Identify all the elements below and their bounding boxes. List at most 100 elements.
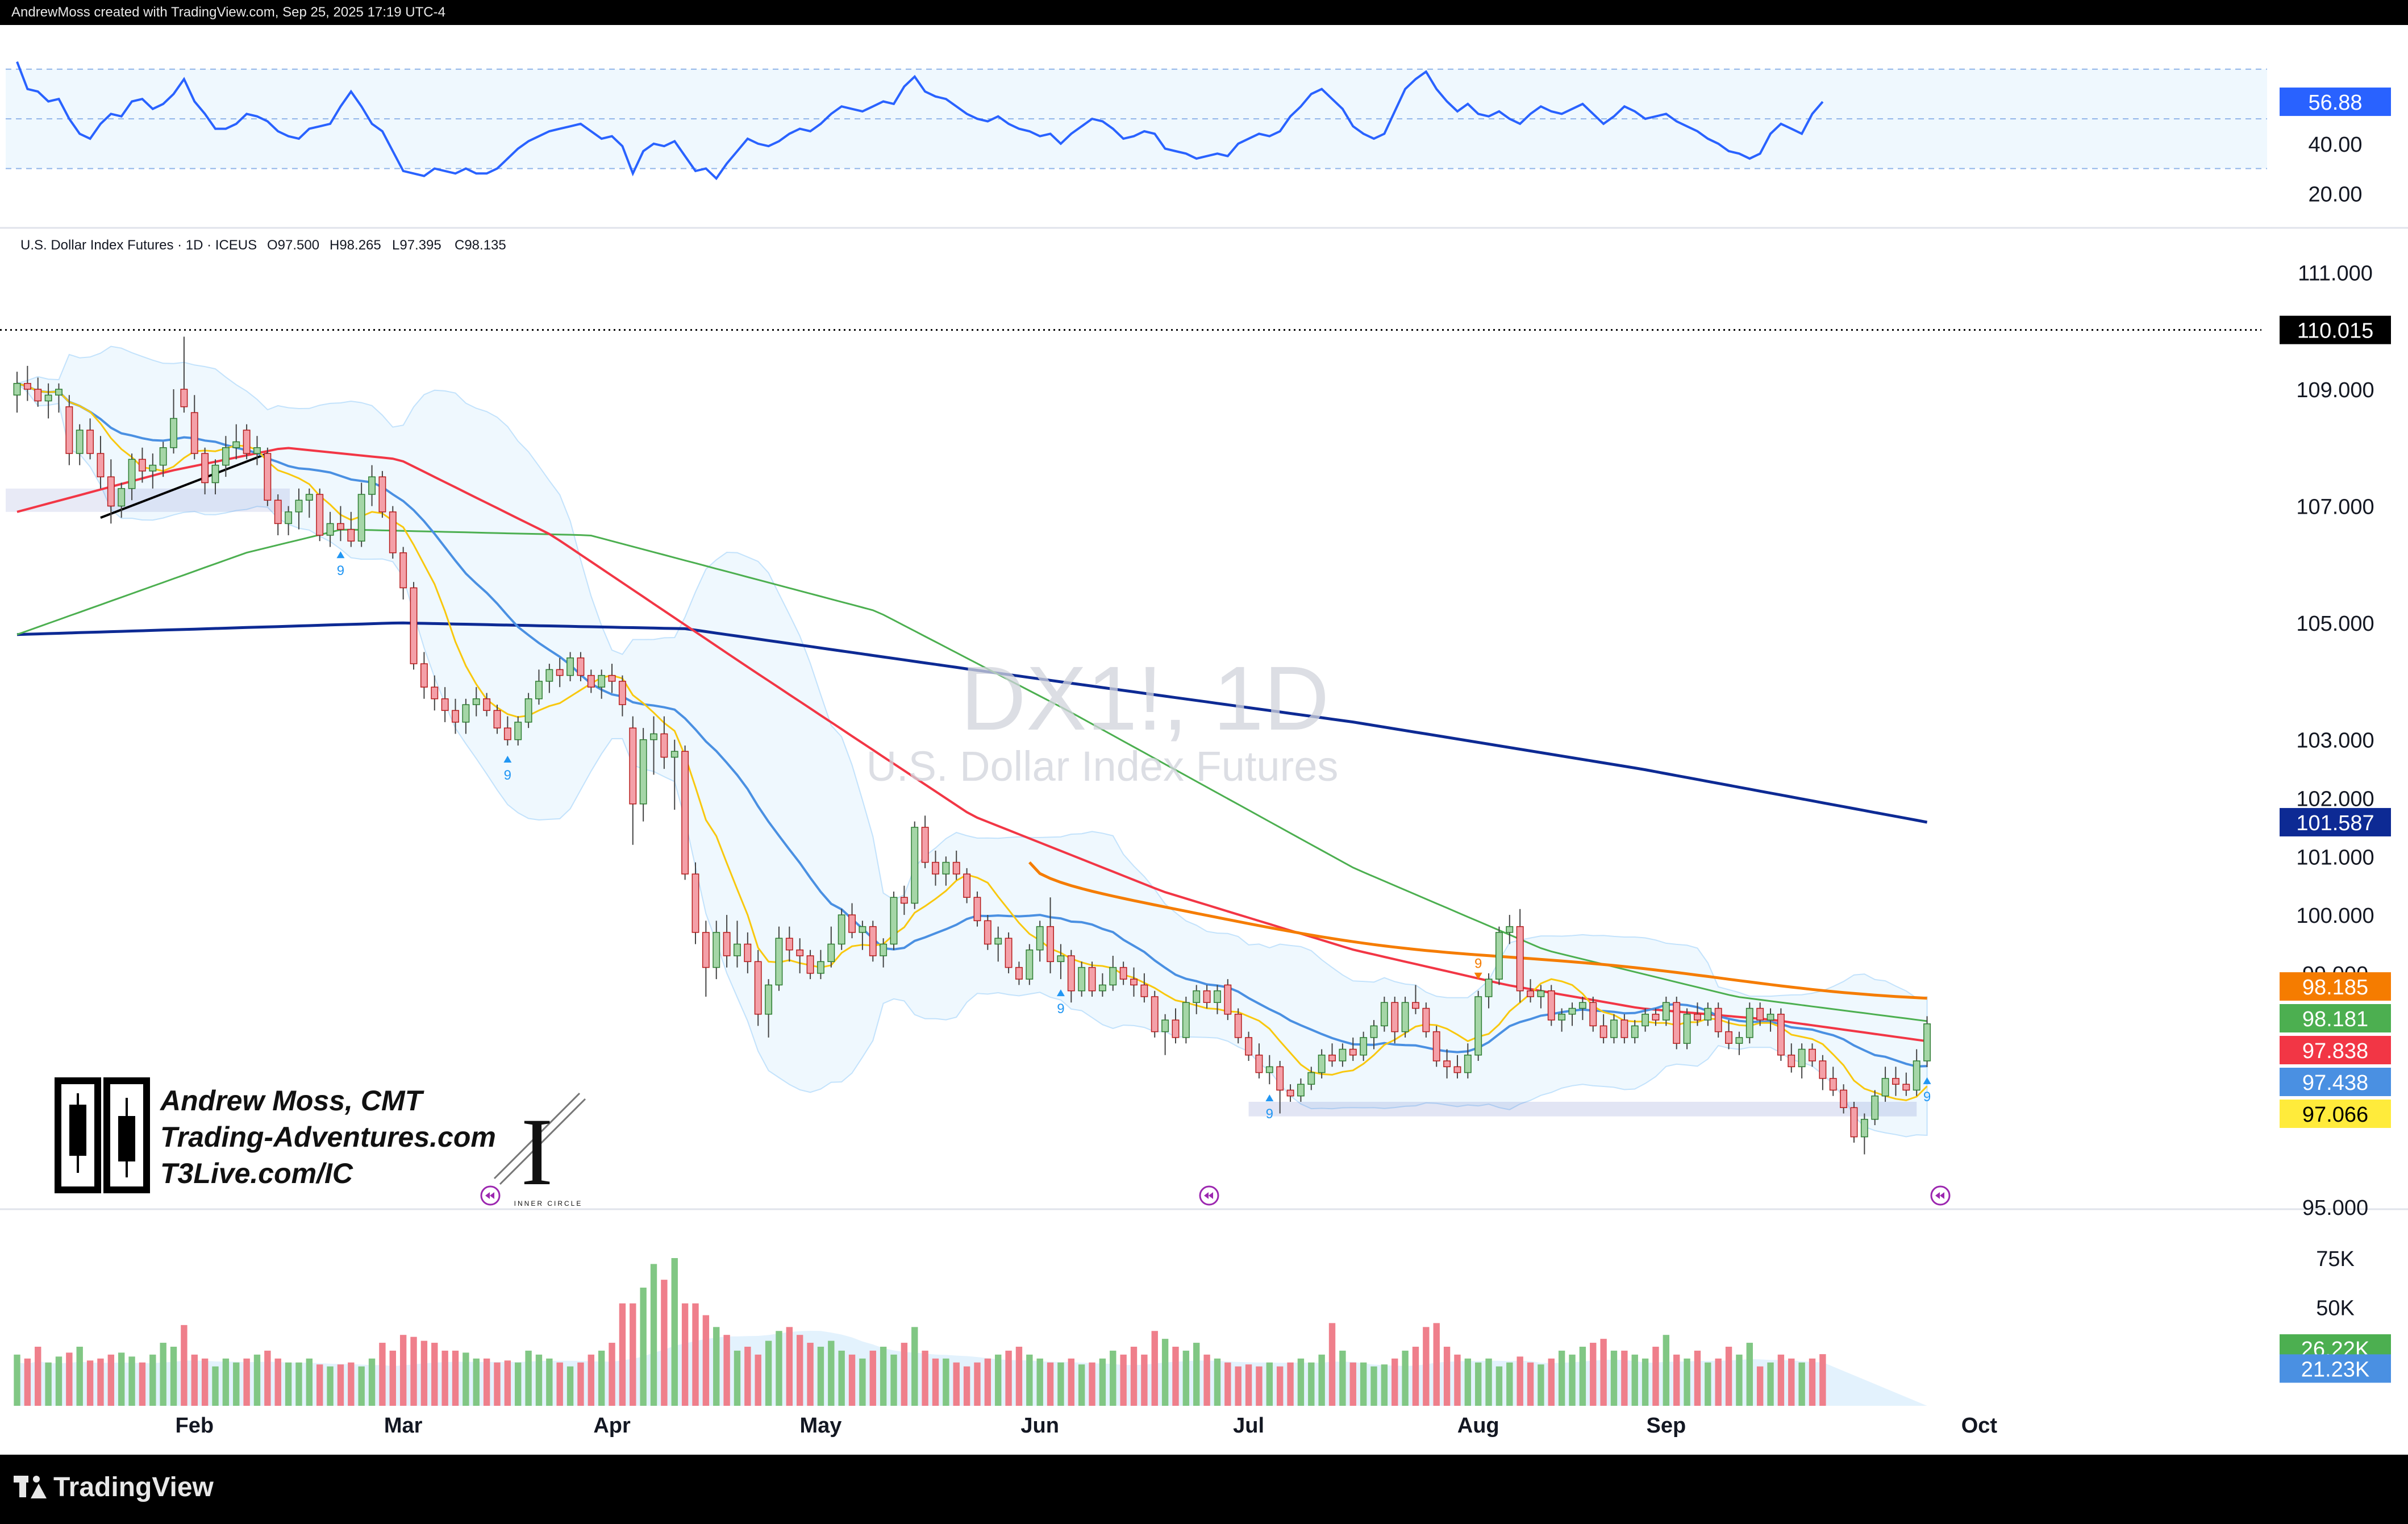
candle[interactable] (452, 698, 459, 734)
candle[interactable] (1662, 996, 1670, 1026)
candle[interactable] (1892, 1067, 1899, 1096)
candle[interactable] (524, 693, 532, 728)
candle[interactable] (1255, 1043, 1263, 1079)
candle[interactable] (243, 424, 251, 460)
candle[interactable] (859, 921, 866, 950)
candle[interactable] (1704, 1002, 1712, 1026)
candle[interactable] (1307, 1067, 1315, 1090)
candle[interactable] (1047, 897, 1054, 973)
candle[interactable] (556, 657, 564, 688)
candle[interactable] (420, 652, 428, 699)
candle[interactable] (1370, 1020, 1378, 1050)
candle[interactable] (1840, 1084, 1848, 1114)
candle[interactable] (1380, 996, 1388, 1032)
candle[interactable] (1130, 967, 1138, 997)
candle[interactable] (587, 669, 595, 693)
candle[interactable] (1422, 1002, 1430, 1038)
candle[interactable] (1913, 1049, 1920, 1096)
candle[interactable] (1923, 1016, 1931, 1067)
candle[interactable] (13, 372, 21, 413)
candle[interactable] (1057, 944, 1065, 980)
candle[interactable] (1015, 961, 1023, 985)
candle[interactable] (1453, 1055, 1461, 1079)
candle[interactable] (23, 365, 31, 401)
candle[interactable] (1360, 1031, 1368, 1061)
candle[interactable] (357, 482, 365, 547)
candle[interactable] (118, 482, 126, 518)
candle[interactable] (1495, 926, 1503, 985)
candle[interactable] (838, 909, 845, 950)
candle[interactable] (1631, 1020, 1639, 1044)
candle[interactable] (1265, 1055, 1273, 1085)
candle[interactable] (545, 664, 553, 693)
candle[interactable] (1349, 1037, 1357, 1061)
candle[interactable] (670, 739, 678, 810)
candle[interactable] (618, 675, 626, 717)
candle[interactable] (921, 815, 929, 868)
candle[interactable] (577, 652, 585, 681)
candle[interactable] (984, 915, 991, 950)
candle[interactable] (1578, 996, 1586, 1021)
candle[interactable] (305, 488, 313, 518)
candle[interactable] (1026, 944, 1034, 985)
candle[interactable] (963, 868, 971, 903)
candle[interactable] (775, 926, 783, 991)
candle[interactable] (493, 705, 501, 734)
candle[interactable] (399, 547, 407, 600)
candle[interactable] (1401, 996, 1409, 1038)
candle[interactable] (149, 453, 157, 489)
candle[interactable] (816, 950, 824, 980)
candle[interactable] (1589, 996, 1597, 1032)
candle[interactable] (639, 728, 647, 822)
candle[interactable] (1234, 1008, 1242, 1044)
candle[interactable] (1537, 985, 1545, 1009)
candle[interactable] (952, 851, 960, 880)
candle[interactable] (1809, 1043, 1816, 1067)
candle[interactable] (880, 938, 888, 968)
candle[interactable] (1214, 985, 1221, 1014)
candle[interactable] (1224, 979, 1232, 1021)
candle[interactable] (274, 494, 282, 535)
candle[interactable] (326, 511, 334, 547)
candle[interactable] (264, 447, 272, 506)
candle[interactable] (1850, 1101, 1858, 1143)
candle[interactable] (1078, 961, 1086, 997)
candle[interactable] (1683, 1008, 1691, 1050)
candle[interactable] (1745, 1002, 1753, 1044)
candle[interactable] (1443, 1049, 1451, 1079)
candle[interactable] (1881, 1067, 1889, 1102)
candle[interactable] (222, 436, 230, 477)
candle[interactable] (1735, 1031, 1743, 1055)
candle[interactable] (911, 821, 919, 909)
candle[interactable] (806, 950, 814, 980)
candle[interactable] (1860, 1113, 1868, 1155)
tradingview-logo[interactable]: TradingView (14, 1472, 214, 1503)
candle[interactable] (1777, 1008, 1785, 1061)
candle[interactable] (1286, 1084, 1294, 1102)
candle[interactable] (608, 664, 616, 693)
candle[interactable] (1506, 915, 1514, 944)
event-marker-3[interactable] (1930, 1185, 1951, 1206)
candle[interactable] (1871, 1090, 1879, 1126)
candle[interactable] (1694, 1002, 1701, 1026)
candle[interactable] (1339, 1043, 1347, 1067)
candle[interactable] (1464, 1043, 1472, 1079)
candle[interactable] (1620, 1014, 1628, 1044)
candle[interactable] (368, 465, 376, 506)
candle[interactable] (1203, 985, 1211, 1009)
candle[interactable] (932, 851, 939, 886)
candle[interactable] (1673, 996, 1681, 1050)
candle[interactable] (55, 383, 63, 413)
candle[interactable] (1756, 1002, 1764, 1026)
candle[interactable] (650, 716, 657, 775)
candle[interactable] (1829, 1067, 1837, 1096)
candle[interactable] (994, 926, 1002, 962)
candle[interactable] (347, 511, 355, 547)
candle[interactable] (1151, 990, 1159, 1038)
candle[interactable] (285, 506, 293, 535)
candle[interactable] (1119, 961, 1127, 985)
candle[interactable] (1036, 921, 1044, 962)
candle[interactable] (97, 436, 105, 489)
candle[interactable] (1328, 1043, 1336, 1067)
candle[interactable] (900, 885, 908, 915)
